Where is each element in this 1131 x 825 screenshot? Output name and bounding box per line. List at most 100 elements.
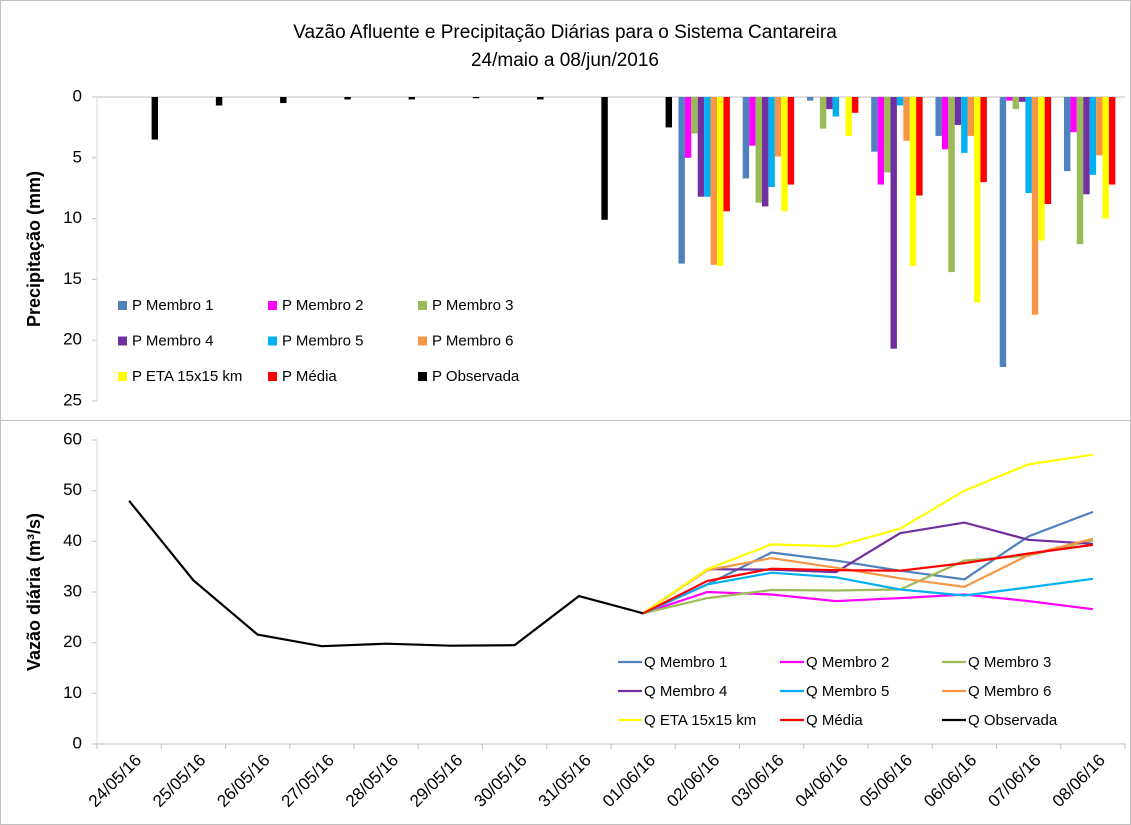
bar [890,97,897,349]
bar [851,97,859,113]
legend-label: P Membro 1 [132,297,213,314]
legend-label: Q Membro 2 [806,654,889,671]
bar [717,97,724,267]
bar [877,97,885,185]
y-tick-label: 0 [73,86,82,105]
y-tick-label: 40 [63,531,82,550]
series-line [128,500,644,648]
bar [1044,97,1052,205]
bar [967,97,975,136]
series-line [642,571,1094,615]
legend-swatch [118,301,127,310]
bar [1018,97,1026,102]
legend-label: P Média [282,368,337,385]
bar [916,97,923,196]
series-line [642,539,1094,615]
bar [826,97,833,110]
y-tick-label: 30 [63,581,82,600]
bar [941,97,949,150]
bar [1006,97,1013,101]
bar [723,97,730,212]
legend-box [608,647,1104,743]
bar [1076,97,1084,245]
bar [344,97,351,100]
y-tick-label: 20 [63,632,82,651]
bar [1012,97,1019,110]
y-tick-label: 60 [63,429,82,448]
y-tick-label: 25 [63,390,82,409]
chart-subtitle: 24/maio a 08/jun/2016 [471,50,659,71]
legend-box [108,285,580,401]
legend-swatch [418,301,427,310]
legend-label: P Membro 2 [282,297,363,314]
bar [601,97,608,220]
bar [691,97,698,134]
bar [974,97,981,303]
bar [1083,97,1090,195]
bar [806,97,814,101]
legend-swatch [268,336,277,346]
bar [697,97,705,197]
bar [665,97,673,128]
legend-swatch [118,372,127,381]
bar [845,97,852,136]
legend-swatch [418,336,427,346]
bar [742,97,750,179]
bar [684,97,692,158]
legend-label: Q Observada [968,712,1058,729]
bar [954,97,962,125]
bar [215,97,223,106]
y-tick-label: 10 [63,683,82,702]
y-axis-title: Vazão diária (m³/s) [24,513,44,671]
legend-label: P Membro 6 [432,332,513,349]
bar [1089,97,1097,175]
legend-swatch [268,301,277,310]
bar [761,97,769,207]
legend-swatch [118,336,127,346]
bar [896,97,904,106]
bar [781,97,788,212]
chart-title: Vazão Afluente e Precipitação Diárias pa… [293,22,837,43]
bar [1031,97,1039,315]
bar [768,97,775,187]
bar [1070,97,1077,133]
legend-label: P Membro 3 [432,297,513,314]
bar [832,97,840,117]
legend-label: Q Membro 3 [968,654,1051,671]
bar [961,97,968,153]
legend-label: Q Membro 4 [644,683,727,700]
y-tick-label: 10 [63,208,82,227]
legend-label: P Membro 4 [132,332,213,349]
legend-swatch [268,372,277,381]
bar [151,97,159,140]
bar [909,97,917,267]
legend-label: Q Membro 6 [968,683,1051,700]
legend-label: P Membro 5 [282,332,363,349]
series-line [642,590,1094,615]
bar [871,97,878,152]
bar [903,97,910,141]
bar [999,97,1007,367]
y-tick-label: 20 [63,330,82,349]
legend-label: Q Membro 1 [644,654,727,671]
y-tick-label: 50 [63,480,82,499]
bar [948,97,955,273]
bar [819,97,827,129]
legend-label: Q Média [806,712,863,729]
y-tick-label: 0 [73,733,82,752]
legend: Q Membro 1 Q Membro 2 Q Membro 3 Q Membro 4… [608,647,1104,743]
bar [774,97,782,157]
bar [710,97,718,265]
bar [1063,97,1071,172]
bar [408,97,416,100]
legend-label: Q Membro 5 [806,683,889,700]
bar [787,97,795,185]
bar [884,97,891,173]
bar [1108,97,1116,185]
bar [1025,97,1032,194]
legend-label: P Observada [432,368,520,385]
bar [980,97,987,183]
y-tick-label: 5 [73,147,82,166]
series-line [642,453,1094,615]
legend-swatch [418,372,427,381]
